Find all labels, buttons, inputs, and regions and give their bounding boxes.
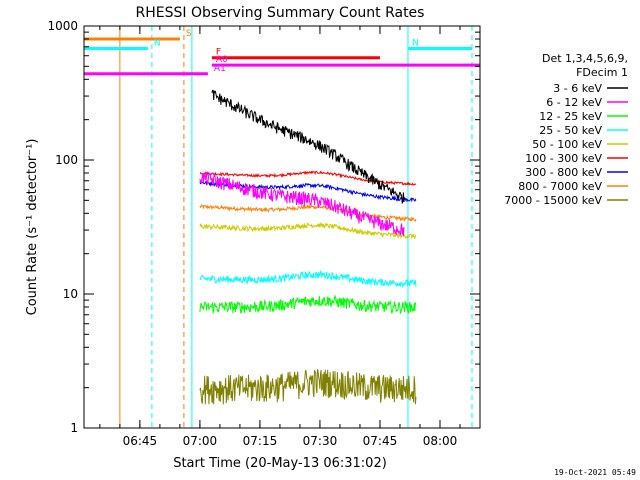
ticks-layer: 06:45 07:00 07:15 07:30 07:45 08:00 1 10 100 1000	[47, 19, 481, 448]
legend-label-300-800-kev: 300 - 800 keV	[525, 166, 602, 179]
series-line-7000-15000-kev	[199, 369, 417, 405]
axes-layer	[83, 25, 481, 429]
series-line-3-6-kev	[211, 89, 405, 205]
flag-label-f-3: F	[216, 48, 221, 58]
y-tick-label-100: 100	[55, 153, 78, 167]
series-line-12-25-kev	[199, 294, 417, 315]
legend-label-12-25-kev: 12 - 25 keV	[539, 110, 602, 123]
y-tick-label-1000: 1000	[47, 19, 78, 33]
series-line-25-50-kev	[199, 270, 417, 289]
y-tick-label-1: 1	[70, 421, 78, 435]
y-axis-label: Count Rate (s⁻¹ detector⁻¹)	[25, 139, 40, 316]
flag-label-n-1: N	[154, 38, 161, 48]
x-tick-label-07-45: 07:45	[363, 434, 398, 448]
series-line-6-12-kev	[199, 171, 405, 236]
x-tick-label-08-00: 08:00	[423, 434, 458, 448]
flag-label-a0-4: A0	[216, 55, 228, 65]
flag-label-s-0: S	[186, 29, 192, 39]
legend-label-50-100-kev: 50 - 100 keV	[532, 138, 602, 151]
x-axis-label: Start Time (20-May-13 06:31:02)	[173, 456, 387, 471]
legend-label-6-12-kev: 6 - 12 keV	[546, 96, 602, 109]
series-line-50-100-kev	[199, 222, 417, 241]
x-tick-label-07-00: 07:00	[183, 434, 218, 448]
x-tick-label-06-45: 06:45	[123, 434, 158, 448]
x-tick-label-07-15: 07:15	[243, 434, 278, 448]
markers-layer	[119, 26, 473, 428]
series-layer	[199, 89, 417, 405]
footer-date: 19-Oct-2021 05:49	[554, 468, 636, 477]
series-line-100-300-kev	[199, 170, 417, 186]
chart-title: RHESSI Observing Summary Count Rates	[136, 5, 425, 21]
legend-label-100-300-kev: 100 - 300 keV	[525, 152, 602, 165]
legend-header-line-2: FDecim 1	[576, 66, 628, 79]
legend-label-800-7000-kev: 800 - 7000 keV	[518, 180, 602, 193]
x-tick-label-07-30: 07:30	[303, 434, 338, 448]
plot-frame	[83, 25, 481, 429]
series-line-800-7000-kev	[199, 203, 417, 222]
legend-label-3-6-kev: 3 - 6 keV	[553, 82, 602, 95]
legend-header-line-1: Det 1,3,4,5,6,9,	[542, 52, 628, 65]
y-tick-label-10: 10	[63, 287, 78, 301]
legend-label-7000-15000-kev: 7000 - 15000 keV	[504, 194, 602, 207]
legend-label-25-50-kev: 25 - 50 keV	[539, 124, 602, 137]
flag-label-n-2: N	[412, 38, 419, 48]
flag-label-a1-5: A1	[214, 64, 226, 74]
